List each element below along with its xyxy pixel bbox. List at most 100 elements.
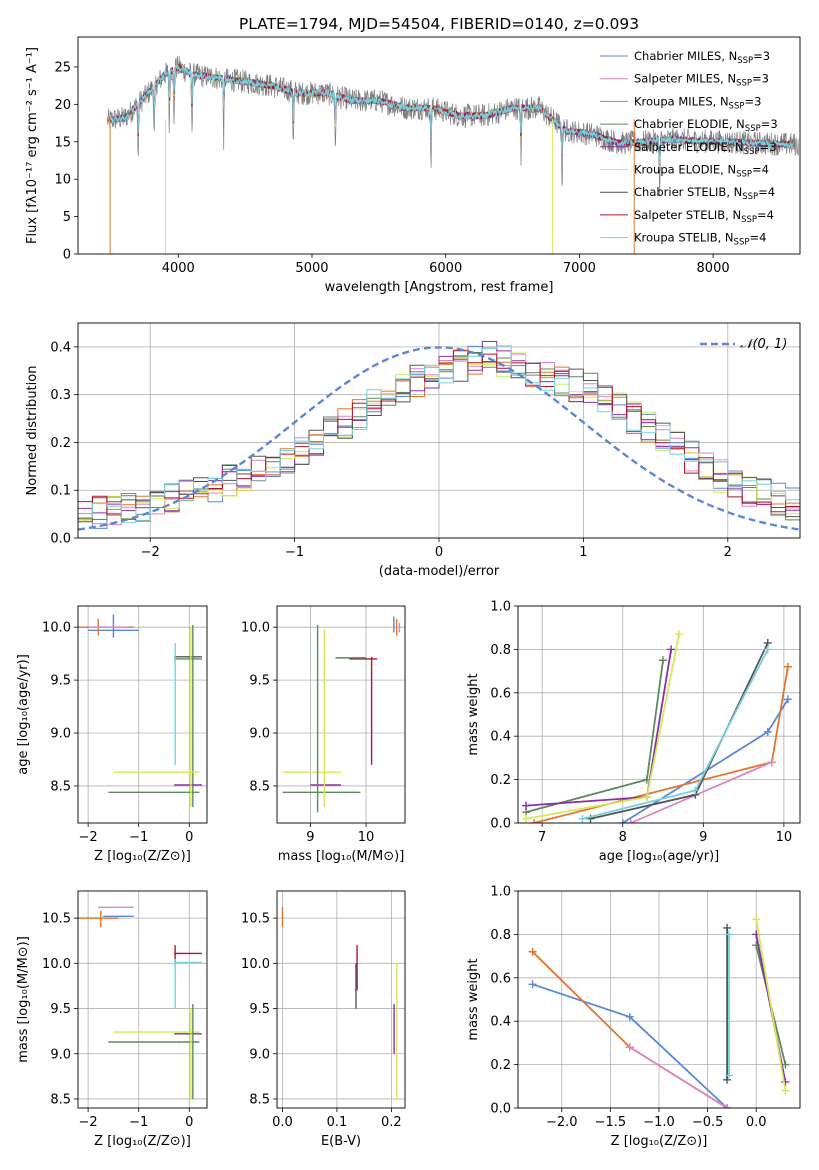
legend-entry: Chabrier STELIB, NSSP=4 bbox=[634, 185, 775, 202]
axes-frame bbox=[517, 890, 801, 1109]
weight-line-8 bbox=[582, 648, 769, 820]
y-axis-label: Flux [fλ10⁻¹⁷ erg cm⁻² s⁻¹ A⁻¹] bbox=[25, 47, 40, 244]
y-tick-label: 10.0 bbox=[42, 621, 71, 636]
model-spectrum-9 bbox=[109, 64, 794, 170]
plot-area bbox=[106, 55, 799, 254]
y-tick-label: 10.0 bbox=[241, 621, 270, 636]
panel-5: 7 8 9 10 0.0 0.2 0.4 0.6 0.8 1.0 age [log₁₀(age/yr… bbox=[466, 600, 801, 864]
legend-entry: Kroupa ELODIE, NSSP=4 bbox=[634, 163, 769, 180]
x-tick-label: 0 bbox=[185, 1115, 193, 1130]
y-tick-label: 0.2 bbox=[50, 436, 71, 451]
x-axis-label: Z [log₁₀(Z/Z⊙)] bbox=[611, 1134, 708, 1149]
x-axis-label: Z [log₁₀(Z/Z⊙)] bbox=[94, 1134, 191, 1149]
model-spectrum-3 bbox=[106, 63, 636, 153]
weight-point bbox=[625, 1012, 634, 1021]
model-spectrum-1 bbox=[110, 65, 634, 154]
y-tick-label: 0.4 bbox=[50, 340, 71, 355]
x-tick-label: −1 bbox=[129, 830, 148, 845]
axes-frame bbox=[276, 605, 406, 824]
legend-entry: 𝒩(0, 1) bbox=[740, 337, 787, 352]
x-axis-label: (data-model)/error bbox=[379, 564, 500, 579]
x-tick-label: −2.0 bbox=[546, 1115, 578, 1130]
y-tick-label: 20 bbox=[54, 98, 71, 113]
legend-entry: Chabrier ELODIE, NSSP=3 bbox=[634, 117, 778, 134]
x-tick-label: 6000 bbox=[429, 261, 462, 276]
weight-line-7 bbox=[590, 642, 769, 820]
y-tick-label: 8.5 bbox=[50, 1092, 71, 1107]
weight-point bbox=[723, 1075, 732, 1084]
y-tick-label: 0 bbox=[63, 248, 71, 263]
weight-point bbox=[578, 814, 587, 823]
y-tick-label: 0.2 bbox=[490, 1058, 511, 1073]
plot-area bbox=[78, 341, 800, 531]
plot-area bbox=[78, 614, 202, 808]
legend: Chabrier MILES, NSSP=3 Salpeter MILES, NS… bbox=[600, 49, 778, 248]
weight-point bbox=[522, 801, 531, 810]
weight-point bbox=[691, 786, 700, 795]
x-tick-label: 4000 bbox=[162, 261, 195, 276]
x-tick-label: −2 bbox=[79, 830, 98, 845]
legend-entry: Kroupa STELIB, NSSP=4 bbox=[634, 231, 766, 248]
weight-point bbox=[763, 645, 772, 654]
panel-1: 4000 5000 6000 7000 8000 0 5 10 15 20 25 wavelength… bbox=[25, 15, 801, 295]
y-tick-label: 0.8 bbox=[490, 643, 511, 658]
y-tick-label: 10 bbox=[54, 173, 71, 188]
y-tick-label: 9.0 bbox=[249, 1047, 270, 1062]
x-tick-label: 0.1 bbox=[327, 1115, 348, 1130]
weight-point bbox=[725, 930, 734, 939]
plot-area bbox=[282, 616, 401, 813]
panel-8: −2.0 −1.5 −1.0 −0.5 0.0 0.0 0.2 0.4 0.6 0.8 1.0 Z [… bbox=[466, 885, 801, 1149]
panel-2: −2 −1 0 1 2 0.0 0.1 0.2 0.3 0.4 (data-model)/error… bbox=[25, 322, 801, 579]
x-tick-label: 0 bbox=[435, 545, 443, 560]
y-tick-label: 0.0 bbox=[490, 1102, 511, 1117]
weight-point bbox=[522, 814, 531, 823]
y-axis-label: age [log₁₀(age/yr)] bbox=[16, 654, 31, 775]
y-tick-label: 0.1 bbox=[50, 484, 71, 499]
chart-title: PLATE=1794, MJD=54504, FIBERID=0140, z=0… bbox=[239, 15, 639, 33]
x-tick-label: 0.0 bbox=[746, 1115, 767, 1130]
y-tick-label: 9.5 bbox=[249, 674, 270, 689]
panel-6: −2 −1 0 8.5 9.0 9.5 10.0 10.5 Z [log₁₀(Z/Z⊙)] mas… bbox=[16, 890, 208, 1149]
weight-point bbox=[781, 1086, 790, 1095]
x-tick-label: 8 bbox=[619, 830, 627, 845]
y-axis-label: mass weight bbox=[466, 673, 481, 755]
y-tick-label: 25 bbox=[54, 60, 71, 75]
y-tick-label: 10.5 bbox=[241, 912, 270, 927]
y-tick-label: 1.0 bbox=[490, 885, 511, 900]
weight-point bbox=[528, 947, 537, 956]
x-tick-label: −2 bbox=[141, 545, 160, 560]
plot-area bbox=[522, 630, 792, 823]
x-tick-label: 8000 bbox=[697, 261, 730, 276]
y-tick-label: 9.5 bbox=[249, 1002, 270, 1017]
x-tick-label: 2 bbox=[724, 545, 732, 560]
axes-frame bbox=[517, 605, 801, 824]
y-tick-label: 8.5 bbox=[249, 1092, 270, 1107]
y-tick-label: 10.0 bbox=[241, 957, 270, 972]
weight-point bbox=[642, 792, 651, 801]
weight-point bbox=[725, 1071, 734, 1080]
y-tick-label: 0.4 bbox=[490, 730, 511, 745]
x-axis-label: Z [log₁₀(Z/Z⊙)] bbox=[94, 849, 191, 864]
x-tick-label: 7000 bbox=[563, 261, 596, 276]
y-tick-label: 9.0 bbox=[50, 727, 71, 742]
weight-point bbox=[618, 819, 627, 823]
y-tick-label: 0.4 bbox=[490, 1015, 511, 1030]
y-tick-label: 8.5 bbox=[50, 779, 71, 794]
weight-line-3 bbox=[630, 761, 773, 823]
y-tick-label: 0.8 bbox=[490, 928, 511, 943]
x-tick-label: 7 bbox=[538, 830, 546, 845]
x-tick-label: 10 bbox=[776, 830, 793, 845]
weight-point bbox=[659, 656, 668, 665]
axes-frame bbox=[276, 890, 406, 1109]
y-tick-label: 0.0 bbox=[50, 532, 71, 547]
y-tick-label: 9.5 bbox=[50, 674, 71, 689]
y-tick-label: 15 bbox=[54, 135, 71, 150]
y-tick-label: 0.6 bbox=[490, 971, 511, 986]
residual-histogram-9 bbox=[78, 345, 800, 524]
axes-frame bbox=[77, 36, 801, 255]
x-tick-label: 5000 bbox=[295, 261, 328, 276]
weight-point bbox=[767, 758, 776, 767]
x-tick-label: 0 bbox=[185, 830, 193, 845]
y-axis-label: mass weight bbox=[466, 958, 481, 1040]
